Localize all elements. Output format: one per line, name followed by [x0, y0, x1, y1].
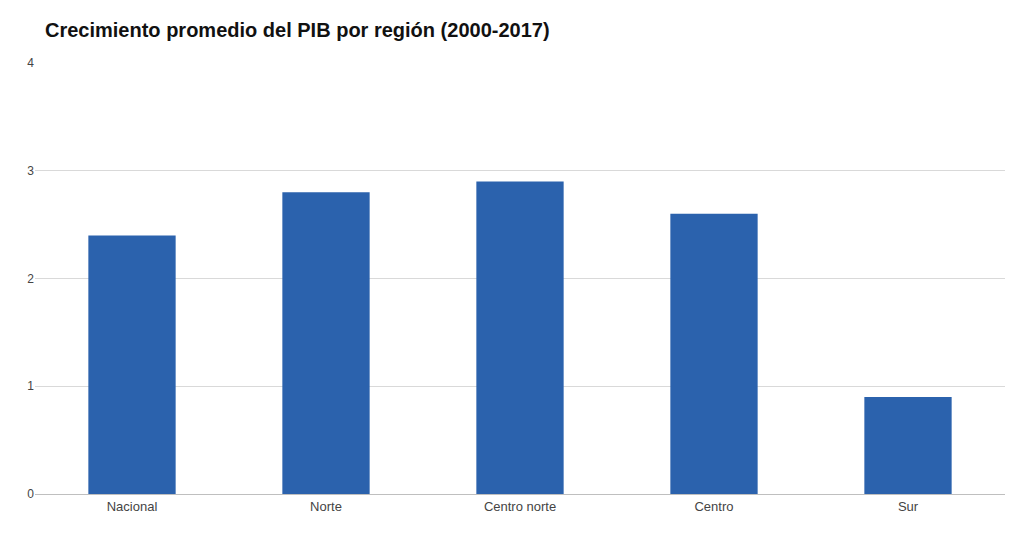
- svg-text:Sur: Sur: [898, 499, 919, 514]
- svg-text:Crecimiento promedio del PIB p: Crecimiento promedio del PIB por región …: [45, 19, 550, 41]
- svg-text:Centro: Centro: [694, 499, 733, 514]
- svg-text:3: 3: [27, 164, 34, 178]
- svg-text:0: 0: [27, 487, 34, 501]
- svg-text:Norte: Norte: [310, 499, 342, 514]
- svg-text:Centro norte: Centro norte: [484, 499, 556, 514]
- svg-text:4: 4: [27, 56, 34, 70]
- svg-text:Nacional: Nacional: [107, 499, 158, 514]
- svg-text:2: 2: [27, 272, 34, 286]
- svg-text:1: 1: [27, 379, 34, 393]
